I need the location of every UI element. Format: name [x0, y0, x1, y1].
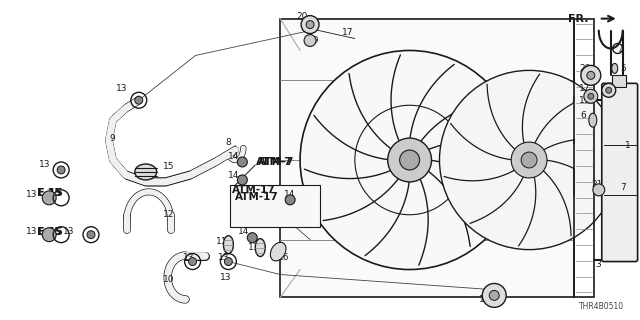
Text: 8: 8 — [225, 138, 231, 147]
Text: 17: 17 — [579, 84, 590, 93]
Circle shape — [87, 231, 95, 239]
Ellipse shape — [223, 236, 234, 253]
Text: 21: 21 — [592, 180, 603, 189]
Circle shape — [301, 16, 319, 34]
FancyBboxPatch shape — [602, 83, 637, 261]
Text: 19: 19 — [579, 96, 590, 105]
Text: E-15: E-15 — [37, 188, 61, 198]
Circle shape — [483, 284, 506, 307]
Text: 20: 20 — [579, 64, 590, 73]
Text: 2: 2 — [607, 84, 612, 93]
Text: E-15: E-15 — [37, 227, 63, 237]
Circle shape — [189, 258, 196, 266]
Text: ATM-7: ATM-7 — [256, 157, 292, 167]
Circle shape — [581, 65, 601, 85]
Text: 3: 3 — [595, 260, 600, 269]
Text: 13: 13 — [39, 160, 51, 170]
Circle shape — [521, 152, 537, 168]
Text: E-15: E-15 — [37, 188, 63, 198]
Text: 13: 13 — [26, 227, 37, 236]
Text: 10: 10 — [163, 275, 174, 284]
Circle shape — [42, 191, 56, 205]
Text: 18: 18 — [479, 295, 491, 304]
Bar — [612, 76, 626, 87]
Text: 1: 1 — [625, 140, 630, 149]
Text: 11: 11 — [248, 243, 260, 252]
Circle shape — [225, 258, 232, 266]
Text: 16: 16 — [278, 253, 290, 262]
Text: 17: 17 — [342, 28, 353, 37]
Circle shape — [602, 83, 616, 97]
Text: ATM-17: ATM-17 — [236, 192, 279, 202]
Circle shape — [388, 138, 431, 182]
Text: 20: 20 — [296, 12, 307, 21]
Text: ATM-17: ATM-17 — [232, 185, 276, 195]
Circle shape — [304, 35, 316, 46]
Bar — [280, 19, 574, 297]
Circle shape — [489, 291, 499, 300]
Text: 13: 13 — [220, 273, 232, 282]
Circle shape — [584, 89, 598, 103]
Text: 13: 13 — [63, 227, 75, 236]
Circle shape — [593, 184, 605, 196]
Circle shape — [399, 150, 420, 170]
Text: 13: 13 — [218, 253, 230, 262]
Circle shape — [511, 142, 547, 178]
Text: 14: 14 — [284, 190, 296, 199]
Text: 5: 5 — [621, 64, 627, 73]
Text: 6: 6 — [581, 111, 587, 120]
Text: ATM-7: ATM-7 — [259, 157, 295, 167]
Text: 11: 11 — [216, 237, 227, 246]
Circle shape — [42, 228, 56, 242]
Ellipse shape — [612, 63, 618, 73]
Text: 7: 7 — [621, 183, 627, 192]
Bar — [230, 185, 320, 227]
Ellipse shape — [255, 239, 265, 257]
Circle shape — [440, 70, 619, 250]
Circle shape — [135, 96, 143, 104]
Circle shape — [57, 166, 65, 174]
Bar — [574, 19, 594, 297]
Circle shape — [285, 195, 295, 205]
Circle shape — [587, 71, 595, 79]
Text: 12: 12 — [163, 210, 174, 219]
Circle shape — [237, 175, 247, 185]
Circle shape — [306, 20, 314, 28]
Text: FR.: FR. — [568, 14, 589, 24]
Ellipse shape — [589, 113, 596, 127]
Text: 14: 14 — [228, 151, 240, 161]
Text: E-15: E-15 — [37, 227, 61, 237]
Text: 9: 9 — [109, 133, 115, 143]
Text: 14: 14 — [238, 227, 250, 236]
Circle shape — [588, 93, 594, 99]
Ellipse shape — [135, 164, 157, 180]
Text: 14: 14 — [228, 172, 240, 180]
Circle shape — [247, 233, 257, 243]
Circle shape — [605, 87, 612, 93]
Text: 13: 13 — [116, 84, 127, 93]
Text: 19: 19 — [308, 36, 319, 45]
Circle shape — [300, 51, 519, 269]
Text: 15: 15 — [163, 163, 174, 172]
Text: THR4B0510: THR4B0510 — [579, 302, 623, 311]
Ellipse shape — [270, 242, 286, 261]
Circle shape — [237, 157, 247, 167]
Text: 13: 13 — [182, 253, 194, 262]
Text: 4: 4 — [619, 46, 625, 55]
Text: 13: 13 — [26, 190, 37, 199]
